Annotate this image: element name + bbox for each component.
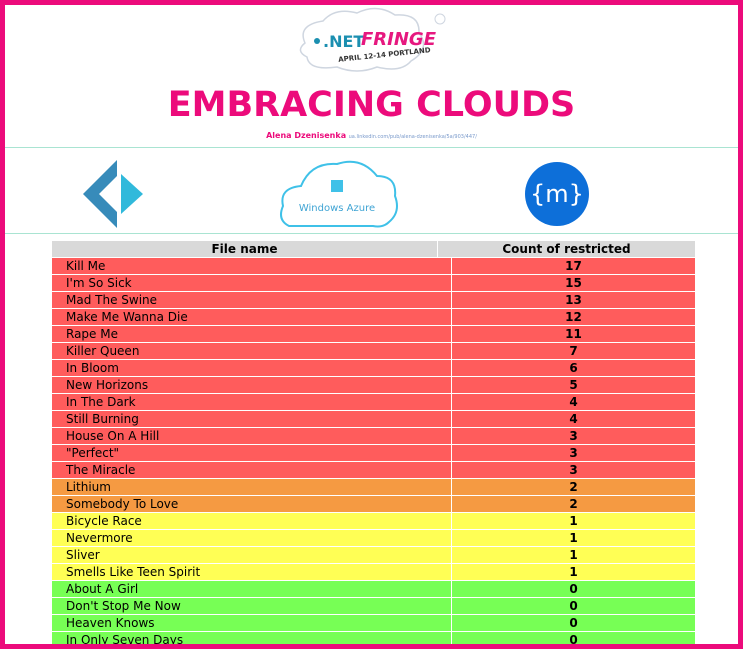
table-row: In The Dark 4 [52, 394, 695, 411]
name-cell: In The Dark [52, 394, 452, 410]
count-cell: 15 [565, 276, 582, 290]
count-cell: 6 [569, 361, 578, 375]
count-cell: 0 [569, 582, 578, 596]
count-cell: 11 [565, 327, 582, 341]
logo-fringe: FRINGE [361, 29, 437, 50]
count-cell: 4 [569, 395, 578, 409]
table: File name Count of restricted Kill Me 17 I'm… [52, 241, 695, 647]
byline: Alena Dzenisenka ua.linkedin.com/pub/ale… [5, 131, 738, 140]
azure-cloud [280, 160, 398, 228]
name-cell: The Miracle [52, 462, 452, 478]
name-cell: Mad The Swine [52, 292, 452, 308]
table-row: Lithium 2 [52, 479, 695, 496]
name-cell: Don't Stop Me Now [52, 598, 452, 614]
count-cell: 3 [569, 463, 578, 477]
count-cell: 5 [569, 378, 578, 392]
azure-label: Windows Azure [299, 203, 375, 214]
table-row: The Miracle 3 [52, 462, 695, 479]
count-cell: 1 [569, 531, 578, 545]
count-cell: 0 [569, 599, 578, 613]
name-cell: "Perfect" [52, 445, 452, 461]
table-row: Still Burning 4 [52, 411, 695, 428]
table-row: Mad The Swine 13 [52, 292, 695, 309]
title: EMBRACING CLOUDS [167, 85, 576, 125]
name-cell: Make Me Wanna Die [52, 309, 452, 325]
name-cell: House On A Hill [52, 428, 452, 444]
name-cell: I'm So Sick [52, 275, 452, 291]
name-cell: New Horizons [52, 377, 452, 393]
name-cell: In Bloom [52, 360, 452, 376]
author: Alena Dzenisenka [266, 131, 347, 140]
table-row: Bicycle Race 1 [52, 513, 695, 530]
fsharp-right [121, 174, 143, 214]
name-cell: In Only Seven Days [52, 632, 452, 644]
table-row: Smells Like Teen Spirit 1 [52, 564, 695, 581]
divider [5, 147, 738, 148]
table-row: Nevermore 1 [52, 530, 695, 547]
count-cell: 3 [569, 429, 578, 443]
name-cell: Lithium [52, 479, 452, 495]
icons: Windows Azure {m} [83, 160, 589, 228]
table-row: Don't Stop Me Now 0 [52, 598, 695, 615]
name-cell: Sliver [52, 547, 452, 563]
name-cell: Nevermore [52, 530, 452, 546]
table-row: Somebody To Love 2 [52, 496, 695, 513]
name-cell: Heaven Knows [52, 615, 452, 631]
column-header: File name [52, 241, 438, 257]
divider [5, 233, 738, 234]
count-cell: 0 [569, 616, 578, 630]
dot [314, 38, 320, 44]
event-logo: .NET FRINGE APRIL 12-14 PORTLAND [299, 7, 446, 72]
count-cell: 2 [569, 480, 578, 494]
header-row: File name Count of restricted [52, 241, 695, 258]
name-cell: Somebody To Love [52, 496, 452, 512]
count-cell: 17 [565, 259, 582, 273]
count-cell: 13 [565, 293, 582, 307]
table-row: New Horizons 5 [52, 377, 695, 394]
count-cell: 1 [569, 565, 578, 579]
table-row: Kill Me 17 [52, 258, 695, 275]
m-label: {m} [530, 180, 584, 208]
count-cell: 12 [565, 310, 582, 324]
link[interactable]: ua.linkedin.com/pub/alena-dzenisenka/5a/… [348, 134, 477, 140]
name-cell: Still Burning [52, 411, 452, 427]
count-cell: 1 [569, 548, 578, 562]
logo-net: .NET [323, 32, 364, 51]
table-row: House On A Hill 3 [52, 428, 695, 445]
table-row: Sliver 1 [52, 547, 695, 564]
cloud [299, 7, 425, 72]
table-row: In Only Seven Days 0 [52, 632, 695, 647]
table-row: "Perfect" 3 [52, 445, 695, 462]
count-cell: 2 [569, 497, 578, 511]
name-cell: Kill Me [52, 258, 452, 274]
name-cell: Bicycle Race [52, 513, 452, 529]
column-header: Count of restricted [502, 242, 631, 256]
fsharp-left [83, 160, 117, 228]
table-row: Killer Queen 7 [52, 343, 695, 360]
table-row: Heaven Knows 0 [52, 615, 695, 632]
count-cell: 7 [569, 344, 578, 358]
table-row: Rape Me 11 [52, 326, 695, 343]
name-cell: Smells Like Teen Spirit [52, 564, 452, 580]
count-cell: 3 [569, 446, 578, 460]
name-cell: About A Girl [52, 581, 452, 597]
name-cell: Rape Me [52, 326, 452, 342]
table-row: I'm So Sick 15 [52, 275, 695, 292]
count-cell: 1 [569, 514, 578, 528]
m-circle [525, 162, 589, 226]
table-row: About A Girl 0 [52, 581, 695, 598]
count-cell: 4 [569, 412, 578, 426]
windows-icon [331, 180, 343, 192]
table-row: In Bloom 6 [52, 360, 695, 377]
table-row: Make Me Wanna Die 12 [52, 309, 695, 326]
name-cell: Killer Queen [52, 343, 452, 359]
bubble [434, 13, 446, 25]
count-cell: 0 [569, 633, 578, 647]
